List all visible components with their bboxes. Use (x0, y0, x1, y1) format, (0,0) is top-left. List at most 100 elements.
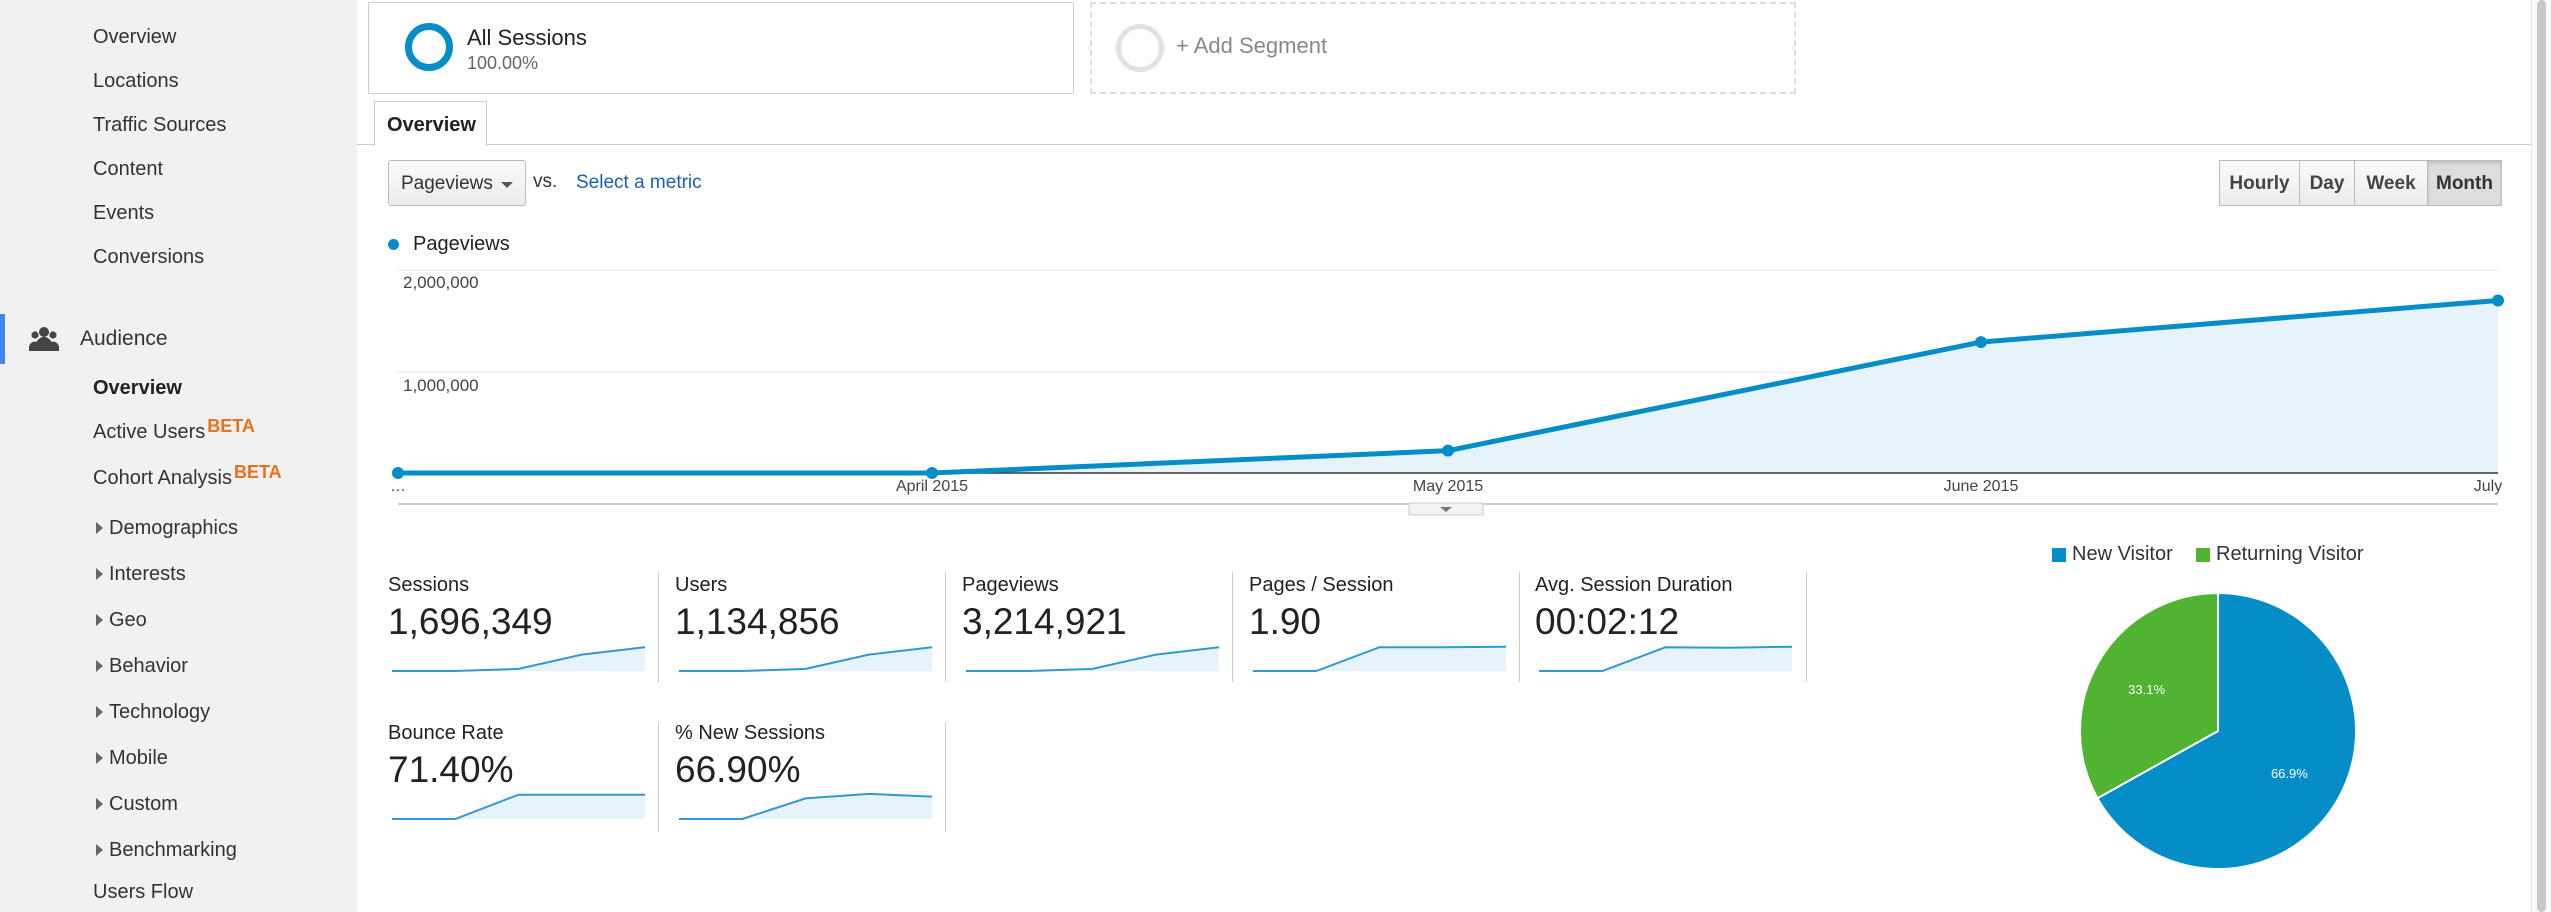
granularity-month-button[interactable]: Month (2427, 160, 2502, 206)
expand-triangle-icon (96, 568, 103, 580)
sidebar-item-custom[interactable]: Custom (96, 793, 178, 816)
segment-percent: 100.00% (467, 53, 539, 73)
expand-triangle-icon (96, 752, 103, 764)
sidebar-item-technology[interactable]: Technology (96, 701, 210, 724)
sidebar-item-mobile[interactable]: Mobile (96, 747, 168, 770)
expand-triangle-icon (96, 614, 103, 626)
data-point (2492, 294, 2504, 307)
sidebar-item-label: Demographics (109, 517, 238, 539)
granularity-hourly-button[interactable]: Hourly (2219, 160, 2300, 206)
scorecard-sessions[interactable]: Sessions 1,696,349 (388, 574, 658, 674)
expand-triangle-icon (96, 798, 103, 810)
segment-ring-icon (1116, 24, 1164, 72)
sparkline-area (1253, 646, 1506, 671)
scorecard-label: Pages / Session (1249, 574, 1394, 596)
divider (658, 572, 659, 682)
data-point (926, 467, 938, 479)
scrollbar[interactable] (2531, 0, 2551, 912)
expand-triangle-icon (96, 706, 103, 718)
sidebar: Overview Locations Traffic Sources Conte… (0, 0, 357, 912)
pie-slice (2079, 591, 2219, 800)
pie-slice (2096, 591, 2357, 870)
sidebar-item-audience-overview[interactable]: Overview (93, 377, 182, 399)
granularity-day-button[interactable]: Day (2299, 160, 2355, 206)
scorecard-label: % New Sessions (675, 722, 826, 744)
divider (658, 722, 659, 832)
sidebar-item-label: Cohort Analysis (93, 467, 232, 489)
vs-label: vs. (533, 171, 558, 192)
sidebar-item-content[interactable]: Content (93, 158, 164, 180)
sidebar-item-cohort-analysis[interactable]: Cohort Analysis BETA (93, 462, 282, 490)
pie-legend-returning-visitor[interactable]: Returning Visitor (2216, 543, 2364, 565)
sparkline (392, 646, 646, 672)
sidebar-item-active-users[interactable]: Active Users BETA (93, 416, 255, 444)
scorecard-pageviews[interactable]: Pageviews 3,214,921 (962, 574, 1232, 674)
sidebar-item-traffic-sources[interactable]: Traffic Sources (93, 114, 227, 136)
sidebar-item-label: Interests (109, 563, 186, 585)
sidebar-item-conversions[interactable]: Conversions (93, 246, 205, 268)
sidebar-item-interests[interactable]: Interests (96, 563, 186, 586)
sidebar-item-users-flow[interactable]: Users Flow (93, 881, 194, 903)
scorecard-label: Bounce Rate (388, 722, 504, 744)
segment-ring-icon (405, 23, 453, 71)
sparkline (679, 646, 933, 672)
sidebar-item-locations[interactable]: Locations (93, 70, 179, 92)
scorecard-label: Sessions (388, 574, 470, 596)
scrollbar-thumb[interactable] (2537, 0, 2546, 912)
scorecard-avg-session-duration[interactable]: Avg. Session Duration 00:02:12 (1535, 574, 1805, 674)
sidebar-item-label: Custom (109, 793, 178, 815)
sparkline (966, 646, 1220, 672)
x-tick-label: June 2015 (1943, 478, 2019, 495)
metric-dropdown[interactable]: Pageviews (388, 160, 526, 206)
sidebar-item-overview[interactable]: Overview (93, 26, 177, 48)
scorecard-value: 1,696,349 (388, 601, 553, 642)
sparkline (1539, 645, 1793, 672)
legend-swatch (388, 239, 399, 250)
scorecard-users[interactable]: Users 1,134,856 (675, 574, 945, 674)
sparkline (392, 793, 645, 820)
sidebar-item-geo[interactable]: Geo (96, 609, 147, 632)
sparkline-area (392, 794, 645, 819)
data-point (1975, 336, 1987, 349)
segment-all-sessions[interactable]: All Sessions 100.00% (368, 2, 1074, 94)
sparkline-area (679, 647, 932, 671)
sidebar-audience-label: Audience (80, 327, 168, 350)
scorecard-label: Avg. Session Duration (1535, 574, 1733, 596)
data-point (1442, 444, 1454, 457)
scorecard-value: 66.90% (675, 749, 801, 790)
tab-overview[interactable]: Overview (374, 101, 487, 146)
scorecard-bounce-rate[interactable]: Bounce Rate 71.40% (388, 722, 658, 822)
scorecard-value: 71.40% (388, 749, 514, 790)
granularity-week-button[interactable]: Week (2354, 160, 2428, 206)
scorecard-new-sessions[interactable]: % New Sessions 66.90% (675, 722, 945, 822)
add-segment-button[interactable]: + Add Segment (1090, 2, 1796, 94)
chevron-down-icon (501, 182, 513, 188)
x-tick-label: … (390, 478, 406, 495)
sidebar-item-events[interactable]: Events (93, 202, 155, 224)
pie-legend-new-visitor[interactable]: New Visitor (2072, 543, 2173, 565)
select-metric-link[interactable]: Select a metric (576, 172, 702, 193)
sidebar-section-audience[interactable]: Audience (0, 314, 357, 364)
sidebar-item-label: Behavior (109, 655, 188, 677)
scorecard-value: 3,214,921 (962, 601, 1127, 642)
scorecard-value: 1,134,856 (675, 601, 840, 642)
chevron-down-icon (1440, 507, 1452, 512)
segment-title: All Sessions (467, 25, 587, 50)
scorecard-pages-per-session[interactable]: Pages / Session 1.90 (1249, 574, 1519, 674)
sparkline-area (679, 793, 932, 819)
people-icon (29, 327, 59, 351)
beta-badge: BETA (207, 416, 255, 436)
sidebar-item-behavior[interactable]: Behavior (96, 655, 188, 678)
sparkline (1253, 645, 1507, 672)
scorecard-value: 1.90 (1249, 601, 1322, 642)
sidebar-item-label: Active Users (93, 421, 206, 443)
sidebar-item-label: Technology (109, 701, 211, 723)
sidebar-item-demographics[interactable]: Demographics (96, 517, 238, 540)
pie-slice-label: 66.9% (2271, 766, 2308, 781)
sidebar-item-benchmarking[interactable]: Benchmarking (96, 839, 237, 862)
y-tick-label: 2,000,000 (403, 273, 479, 292)
active-indicator (0, 314, 5, 364)
